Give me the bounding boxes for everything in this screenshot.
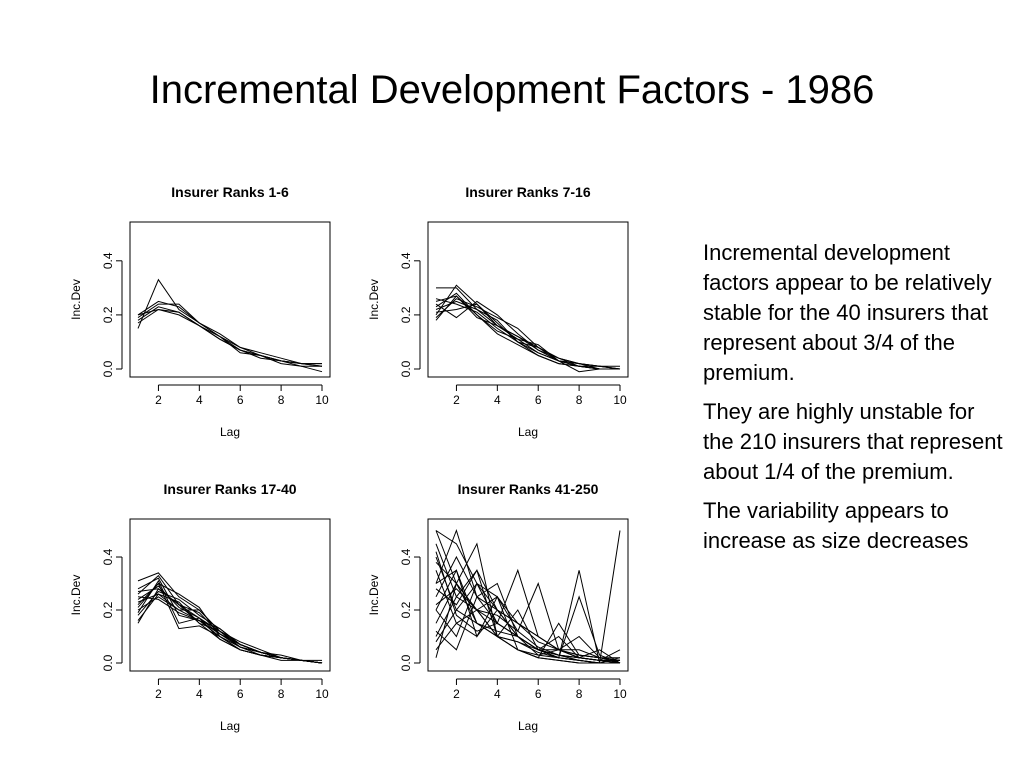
series-line (137, 588, 323, 664)
x-axis-label: Lag (220, 719, 240, 733)
series-line (435, 530, 621, 661)
series-line (435, 551, 621, 661)
series-line (137, 574, 322, 661)
chart-panel: Insurer Ranks 17-40 2 4 6 8 10 Lag 0.0 0.2 0.4 Inc… (69, 481, 331, 733)
x-axis-label: Lag (518, 425, 538, 439)
x-tick-label: 2 (453, 393, 460, 407)
note-paragraph: Incremental development factors appear t… (703, 240, 992, 385)
y-axis-label: Inc.Dev (69, 279, 83, 320)
x-tick-label: 4 (196, 393, 203, 407)
x-tick-label: 8 (278, 687, 285, 701)
x-tick-label: 2 (453, 687, 460, 701)
x-axis-label: Lag (220, 425, 240, 439)
y-tick-label: 0.0 (399, 654, 413, 671)
y-tick-label: 0.0 (399, 360, 413, 377)
y-axis-label: Inc.Dev (367, 575, 381, 616)
x-tick-label: 10 (613, 687, 627, 701)
x-tick-label: 10 (315, 687, 329, 701)
x-tick-label: 2 (155, 687, 162, 701)
y-tick-label: 0.2 (399, 306, 413, 323)
y-tick-label: 0.2 (101, 601, 115, 618)
x-tick-label: 6 (237, 687, 244, 701)
chart-series-group (137, 572, 323, 664)
y-tick-label: 0.0 (101, 360, 115, 377)
chart-series-group (137, 278, 323, 373)
note-paragraph: The variability appears to increase as s… (703, 498, 969, 553)
series-line (435, 300, 620, 370)
series-line (137, 577, 323, 664)
series-line (435, 569, 620, 664)
x-axis-label: Lag (518, 719, 538, 733)
series-line (435, 582, 621, 664)
chart-title: Insurer Ranks 1-6 (171, 184, 289, 200)
note-paragraph: They are highly unstable for the 210 ins… (703, 399, 1003, 484)
series-line (435, 530, 621, 664)
series-line (137, 278, 323, 367)
plot-frame (427, 518, 629, 672)
x-tick-label: 2 (155, 393, 162, 407)
series-line (137, 303, 323, 367)
series-line (137, 308, 322, 365)
y-tick-label: 0.2 (399, 601, 413, 618)
x-tick-label: 10 (613, 393, 627, 407)
plot-frame (129, 518, 331, 672)
series-line (435, 284, 621, 370)
series-line (137, 590, 323, 664)
y-tick-label: 0.4 (399, 548, 413, 565)
series-line (137, 596, 323, 664)
plot-frame (427, 221, 629, 378)
chart-series-group (435, 528, 621, 664)
y-tick-label: 0.4 (101, 252, 115, 269)
x-tick-label: 4 (494, 687, 501, 701)
x-tick-label: 6 (535, 687, 542, 701)
series-line (137, 300, 322, 365)
y-tick-label: 0.2 (101, 306, 115, 323)
y-axis-label: Inc.Dev (69, 575, 83, 616)
x-tick-label: 10 (315, 393, 329, 407)
series-line (436, 287, 620, 370)
chart-panel: Insurer Ranks 41-250 2 4 6 8 10 Lag 0.0 0.2 0.4 In… (367, 481, 629, 733)
chart-title: Insurer Ranks 41-250 (458, 481, 599, 497)
x-tick-label: 4 (494, 393, 501, 407)
x-tick-label: 4 (196, 687, 203, 701)
notes-panel: Incremental development factors appear t… (703, 238, 1003, 565)
series-line (435, 292, 620, 373)
series-line (137, 596, 323, 664)
series-line (435, 303, 620, 370)
x-tick-label: 8 (576, 687, 583, 701)
y-tick-label: 0.0 (101, 654, 115, 671)
chart-panel: Insurer Ranks 7-16 2 4 6 8 10 Lag 0.0 0.2 0.4 Inc.… (367, 184, 629, 439)
slide-title: Incremental Development Factors - 1986 (149, 68, 875, 112)
x-tick-label: 6 (237, 393, 244, 407)
series-line (435, 298, 620, 370)
chart-title: Insurer Ranks 7-16 (465, 184, 590, 200)
x-tick-label: 6 (535, 393, 542, 407)
chart-panel: Insurer Ranks 1-6 2 4 6 8 10 Lag 0.0 0.2 0.4 Inc.D… (69, 184, 331, 439)
series-line (137, 308, 322, 367)
chart-title: Insurer Ranks 17-40 (163, 481, 296, 497)
chart-series-group (435, 284, 621, 373)
x-tick-label: 8 (576, 393, 583, 407)
series-line (137, 585, 323, 664)
plot-frame (129, 221, 331, 378)
series-line (435, 298, 621, 370)
y-tick-label: 0.4 (101, 548, 115, 565)
y-axis-label: Inc.Dev (367, 279, 381, 320)
x-tick-label: 8 (278, 393, 285, 407)
y-tick-label: 0.4 (399, 252, 413, 269)
